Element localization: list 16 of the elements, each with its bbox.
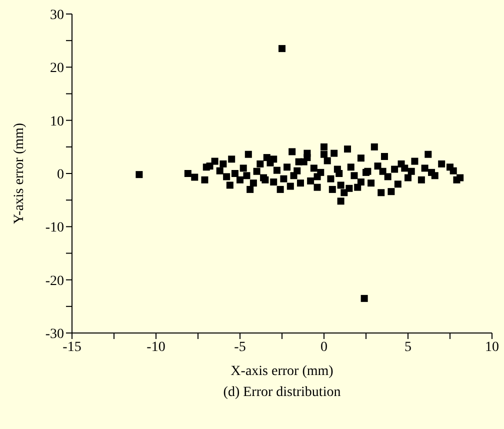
x-axis-title: X-axis error (mm)	[230, 364, 334, 379]
y-tick-label: 10	[50, 114, 64, 130]
x-tick-label: 10	[485, 340, 499, 355]
text: (d) Error distribution	[222, 385, 342, 401]
y-axis-title: Y-axis error (mm)	[12, 122, 27, 224]
x-tick-label: -5	[234, 340, 246, 355]
y-tick-label: -20	[45, 274, 64, 289]
x-tick-label: 0	[320, 340, 328, 355]
x-tick-label: 5	[404, 340, 412, 355]
y-tick-label: 20	[50, 61, 64, 76]
y-tick-label: 0	[57, 167, 64, 182]
x-tick-label: -15	[62, 340, 82, 355]
x-tick-label: -10	[146, 340, 166, 355]
y-tick-label: -10	[45, 220, 64, 236]
y-tick-label: 30	[50, 8, 64, 23]
y-tick-label: -30	[45, 326, 64, 342]
